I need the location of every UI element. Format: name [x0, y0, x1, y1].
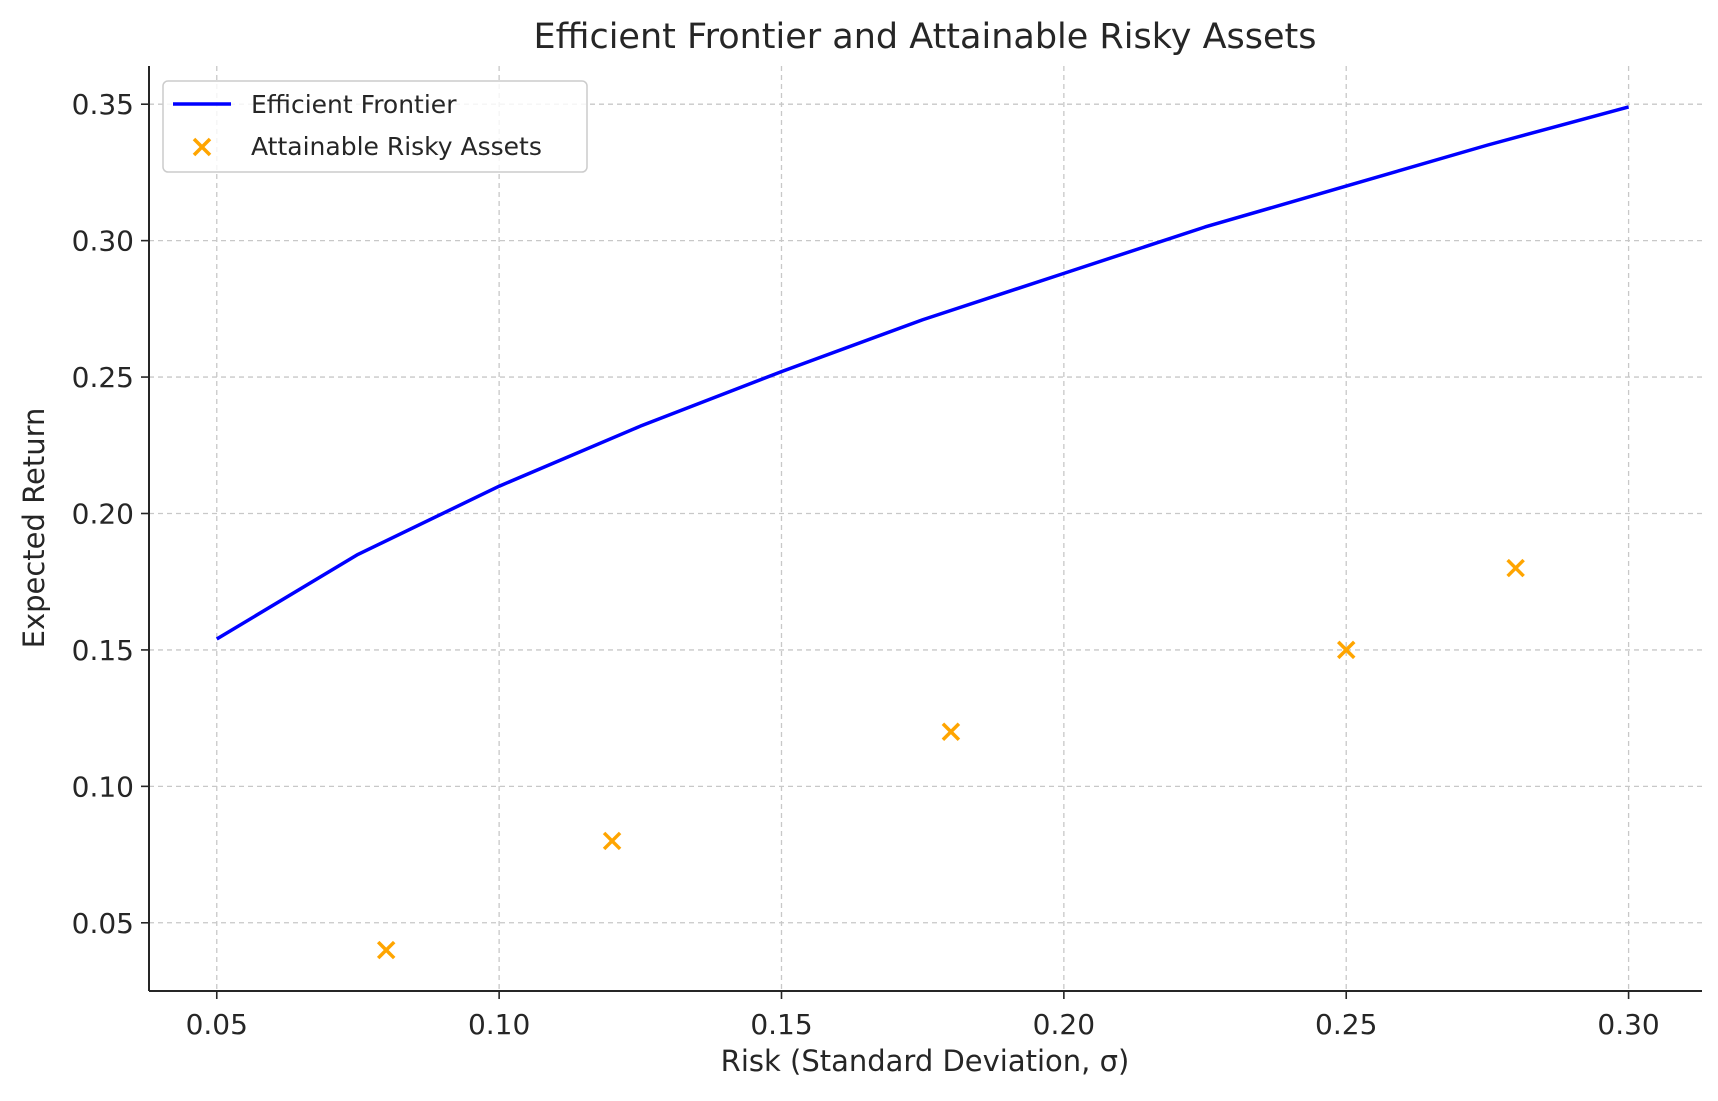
chart-title: Efficient Frontier and Attainable Risky …: [534, 17, 1317, 57]
x-tick-label-5: 0.30: [1597, 1008, 1659, 1041]
risky-asset-marker-3: [1336, 640, 1356, 660]
y-tick-label-4: 0.25: [72, 361, 134, 394]
risky-asset-marker-4: [1506, 558, 1525, 578]
efficient-frontier-line: [215, 105, 1630, 641]
risky-asset-marker-stroke-b: [1506, 558, 1525, 578]
legend-label-efficient-frontier: Efficient Frontier: [251, 90, 457, 119]
risky-asset-marker-2: [941, 722, 961, 742]
risky-asset-marker-stroke-b: [941, 722, 961, 742]
legend-frame: [162, 80, 588, 173]
y-tick-label-5: 0.30: [72, 225, 134, 258]
y-tick-label-0: 0.05: [72, 907, 134, 940]
risky-asset-marker-1: [602, 831, 622, 851]
series-layer: [215, 105, 1630, 960]
axes-layer: [148, 66, 1702, 992]
y-tick-label-6: 0.35: [72, 88, 134, 121]
y-axis-label: Expected Return: [17, 408, 51, 649]
risky-asset-marker-stroke-b: [1336, 640, 1356, 660]
y-tick-label-2: 0.15: [72, 634, 134, 667]
legend: Efficient Frontier Attainable Risky Asse…: [162, 80, 588, 173]
risky-asset-marker-stroke-b: [376, 940, 396, 960]
legend-marker-swatch: [192, 137, 212, 157]
y-tick-label-1: 0.10: [72, 770, 134, 803]
x-tick-label-3: 0.20: [1033, 1008, 1095, 1041]
risky-asset-marker-stroke-b: [602, 831, 622, 851]
x-tick-label-2: 0.15: [750, 1008, 812, 1041]
legend-label-attainable-risky-assets: Attainable Risky Assets: [251, 132, 542, 161]
x-axis-label: Risk (Standard Deviation, σ): [721, 1044, 1130, 1078]
legend-marker-stroke-b: [192, 137, 212, 157]
x-tick-label-0: 0.05: [186, 1008, 248, 1041]
y-tick-label-3: 0.20: [72, 497, 134, 530]
risky-asset-marker-0: [376, 940, 396, 960]
x-tick-label-1: 0.10: [468, 1008, 530, 1041]
grid-layer: [149, 66, 1702, 991]
x-tick-label-4: 0.25: [1315, 1008, 1377, 1041]
tick-layer: 0.05 0.10 0.15 0.20 0.25 0.30 0.05 0.10 0.15 0.20…: [72, 88, 1660, 1041]
